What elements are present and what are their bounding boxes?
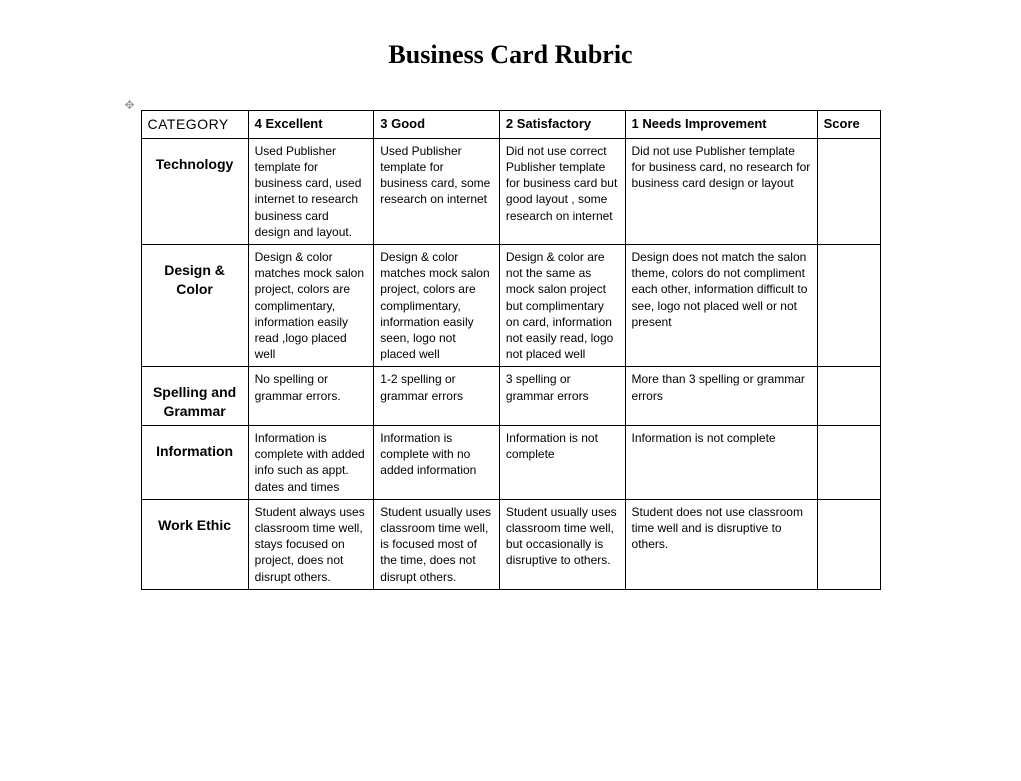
rubric-table: CATEGORY 4 Excellent 3 Good 2 Satisfacto… (141, 110, 881, 590)
cell-level1: More than 3 spelling or grammar errors (625, 367, 817, 426)
cell-score (817, 245, 880, 367)
table-anchor-icon: ✥ (125, 98, 135, 112)
cell-level3: Information is complete with no added in… (374, 426, 500, 500)
cell-level3: Student usually uses classroom time well… (374, 499, 500, 589)
cell-score (817, 499, 880, 589)
cell-level2: Information is not complete (499, 426, 625, 500)
cell-level1: Student does not use classroom time well… (625, 499, 817, 589)
table-row: Spelling and Grammar No spelling or gram… (141, 367, 880, 426)
page-title: Business Card Rubric (20, 40, 1001, 70)
col-level3: 3 Good (374, 111, 500, 139)
cell-level2: 3 spelling or grammar errors (499, 367, 625, 426)
cell-category: Spelling and Grammar (141, 367, 248, 426)
cell-category: Work Ethic (141, 499, 248, 589)
col-level2: 2 Satisfactory (499, 111, 625, 139)
col-level4: 4 Excellent (248, 111, 374, 139)
cell-level4: No spelling or grammar errors. (248, 367, 374, 426)
cell-score (817, 426, 880, 500)
cell-level4: Information is complete with added info … (248, 426, 374, 500)
cell-category: Information (141, 426, 248, 500)
table-row: Design & Color Design & color matches mo… (141, 245, 880, 367)
cell-score (817, 367, 880, 426)
rubric-table-wrap: ✥ CATEGORY 4 Excellent 3 Good 2 Satisfac… (141, 110, 881, 590)
col-category: CATEGORY (141, 111, 248, 139)
cell-score (817, 138, 880, 244)
cell-level4: Design & color matches mock salon projec… (248, 245, 374, 367)
cell-level3: 1-2 spelling or grammar errors (374, 367, 500, 426)
cell-level4: Student always uses classroom time well,… (248, 499, 374, 589)
col-level1: 1 Needs Improvement (625, 111, 817, 139)
cell-category: Design & Color (141, 245, 248, 367)
cell-level4: Used Publisher template for business car… (248, 138, 374, 244)
col-score: Score (817, 111, 880, 139)
cell-level2: Did not use correct Publisher template f… (499, 138, 625, 244)
cell-category: Technology (141, 138, 248, 244)
cell-level2: Student usually uses classroom time well… (499, 499, 625, 589)
table-row: Technology Used Publisher template for b… (141, 138, 880, 244)
table-row: Work Ethic Student always uses classroom… (141, 499, 880, 589)
cell-level1: Design does not match the salon theme, c… (625, 245, 817, 367)
table-header-row: CATEGORY 4 Excellent 3 Good 2 Satisfacto… (141, 111, 880, 139)
table-row: Information Information is complete with… (141, 426, 880, 500)
cell-level3: Used Publisher template for business car… (374, 138, 500, 244)
cell-level1: Did not use Publisher template for busin… (625, 138, 817, 244)
cell-level2: Design & color are not the same as mock … (499, 245, 625, 367)
cell-level3: Design & color matches mock salon projec… (374, 245, 500, 367)
cell-level1: Information is not complete (625, 426, 817, 500)
